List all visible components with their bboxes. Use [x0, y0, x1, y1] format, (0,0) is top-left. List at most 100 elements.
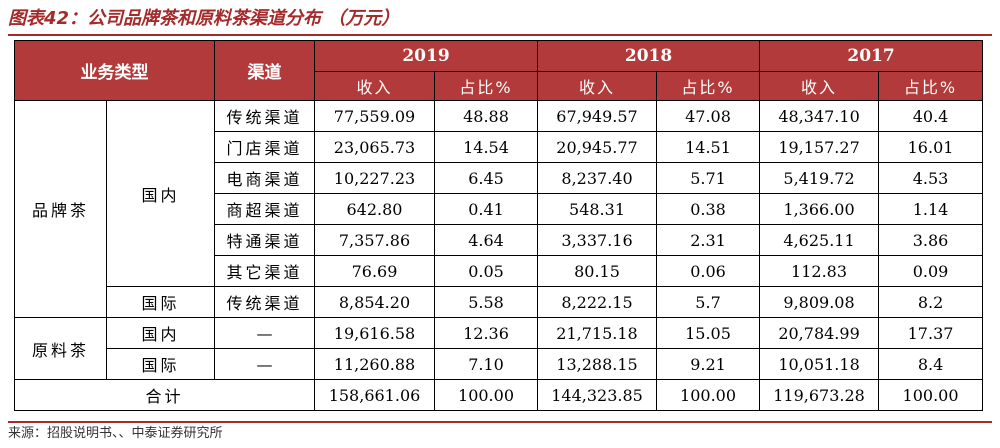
cell-channel: —: [214, 348, 315, 380]
cell-share-2017: 1.14: [878, 193, 984, 225]
cell-share-2017: 8.2: [878, 286, 984, 318]
table-row: 商超渠道 642.80 0.41 548.31 0.38 1,366.00 1.…: [15, 193, 984, 225]
cell-revenue-2019: 7,357.86: [314, 224, 435, 256]
header-share-2017: 占比%: [878, 71, 984, 101]
cell-revenue-2017: 119,673.28: [759, 379, 880, 411]
cell-revenue-2018: 13,288.15: [537, 348, 658, 380]
cell-revenue-2018: 21,715.18: [537, 317, 658, 349]
cell-channel: 商超渠道: [214, 193, 315, 225]
cell-share-2018: 0.38: [656, 193, 761, 225]
header-channel: 渠道: [214, 40, 315, 101]
cell-share-2017: 40.4: [878, 100, 984, 132]
cell-channel: 传统渠道: [214, 100, 315, 132]
cell-channel: 门店渠道: [214, 131, 315, 163]
cell-revenue-2017: 20,784.99: [759, 317, 880, 349]
footer-divider: [8, 421, 992, 423]
cell-share-2019: 6.45: [433, 162, 539, 194]
cell-revenue-2019: 23,065.73: [314, 131, 435, 163]
total-label: 合计: [14, 379, 315, 411]
cell-channel: 其它渠道: [214, 255, 315, 287]
cell-channel: 电商渠道: [214, 162, 315, 194]
header-revenue-2017: 收入: [759, 71, 880, 101]
cell-revenue-2017: 19,157.27: [759, 131, 880, 163]
cell-revenue-2017: 48,347.10: [759, 100, 880, 132]
table-row: 电商渠道 10,227.23 6.45 8,237.40 5.71 5,419.…: [15, 162, 984, 194]
subgroup-international: 国际: [106, 348, 215, 380]
cell-revenue-2019: 19,616.58: [314, 317, 435, 349]
subgroup-domestic: 国内: [106, 100, 215, 287]
cell-share-2018: 2.31: [656, 224, 761, 256]
title-divider: [8, 34, 992, 36]
cell-share-2019: 12.36: [433, 317, 539, 349]
cell-share-2019: 48.88: [433, 100, 539, 132]
cell-share-2019: 5.58: [433, 286, 539, 318]
table-row: 门店渠道 23,065.73 14.54 20,945.77 14.51 19,…: [15, 131, 984, 163]
channel-revenue-table: 业务类型 渠道 2019 2018 2017 收入 占比% 收入 占比% 收入 …: [14, 40, 984, 411]
cell-share-2017: 8.4: [878, 348, 984, 380]
total-row: 合计 158,661.06 100.00 144,323.85 100.00 1…: [14, 379, 984, 411]
cell-share-2018: 9.21: [656, 348, 761, 380]
header-row-years: 业务类型 渠道 2019 2018 2017: [14, 40, 984, 101]
cell-revenue-2018: 80.15: [537, 255, 658, 287]
table-row: 品牌茶 国内 传统渠道 77,559.09 48.88 67,949.57 47…: [14, 100, 984, 318]
cell-revenue-2019: 158,661.06: [314, 379, 435, 411]
cell-share-2017: 17.37: [878, 317, 984, 349]
source-note: 来源：招股说明书、、中泰证券研究所: [8, 426, 223, 441]
cell-share-2019: 100.00: [433, 379, 539, 411]
header-business-type: 业务类型: [14, 40, 215, 101]
cell-share-2018: 0.06: [656, 255, 761, 287]
cell-share-2017: 4.53: [878, 162, 984, 194]
header-year-2018: 2018: [537, 40, 761, 72]
cell-share-2018: 15.05: [656, 317, 761, 349]
subgroup-international: 国际: [106, 286, 215, 318]
cell-share-2018: 47.08: [656, 100, 761, 132]
cell-revenue-2018: 8,237.40: [537, 162, 658, 194]
group-brand-tea: 品牌茶: [14, 100, 107, 318]
cell-revenue-2018: 548.31: [537, 193, 658, 225]
cell-revenue-2017: 5,419.72: [759, 162, 880, 194]
cell-share-2018: 100.00: [656, 379, 761, 411]
cell-share-2019: 4.64: [433, 224, 539, 256]
table-row: 原料茶 国内 — 19,616.58 12.36 21,715.18 15.05…: [14, 317, 984, 380]
table-row: 国际 — 11,260.88 7.10 13,288.15 9.21 10,05…: [15, 348, 984, 380]
cell-channel: 特通渠道: [214, 224, 315, 256]
cell-revenue-2018: 144,323.85: [537, 379, 658, 411]
header-revenue-2019: 收入: [314, 71, 435, 101]
cell-revenue-2018: 8,222.15: [537, 286, 658, 318]
cell-channel: 传统渠道: [214, 286, 315, 318]
cell-share-2017: 16.01: [878, 131, 984, 163]
cell-revenue-2019: 77,559.09: [314, 100, 435, 132]
table-row: 其它渠道 76.69 0.05 80.15 0.06 112.83 0.09: [15, 255, 984, 287]
cell-share-2017: 100.00: [878, 379, 984, 411]
header-year-2019: 2019: [313, 40, 539, 72]
cell-share-2019: 0.41: [433, 193, 539, 225]
header-share-2019: 占比%: [433, 71, 539, 101]
cell-share-2018: 5.7: [656, 286, 761, 318]
cell-revenue-2017: 1,366.00: [759, 193, 880, 225]
header-row-metrics: 收入 占比% 收入 占比% 收入 占比%: [15, 71, 984, 101]
cell-share-2018: 5.71: [656, 162, 761, 194]
cell-revenue-2019: 10,227.23: [314, 162, 435, 194]
cell-channel: —: [214, 317, 315, 349]
cell-revenue-2019: 8,854.20: [314, 286, 435, 318]
cell-revenue-2019: 642.80: [314, 193, 435, 225]
header-revenue-2018: 收入: [537, 71, 658, 101]
cell-share-2019: 0.05: [433, 255, 539, 287]
cell-revenue-2017: 10,051.18: [759, 348, 880, 380]
cell-share-2017: 3.86: [878, 224, 984, 256]
cell-share-2019: 14.54: [433, 131, 539, 163]
cell-share-2019: 7.10: [433, 348, 539, 380]
subgroup-domestic: 国内: [106, 317, 215, 349]
cell-revenue-2018: 3,337.16: [537, 224, 658, 256]
table-row: 国际 传统渠道 8,854.20 5.58 8,222.15 5.7 9,809…: [15, 286, 984, 318]
cell-share-2018: 14.51: [656, 131, 761, 163]
cell-revenue-2017: 112.83: [759, 255, 880, 287]
cell-revenue-2017: 9,809.08: [759, 286, 880, 318]
cell-revenue-2019: 76.69: [314, 255, 435, 287]
cell-share-2017: 0.09: [878, 255, 984, 287]
cell-revenue-2017: 4,625.11: [759, 224, 880, 256]
group-raw-tea: 原料茶: [14, 317, 107, 380]
table-row: 特通渠道 7,357.86 4.64 3,337.16 2.31 4,625.1…: [15, 224, 984, 256]
header-year-2017: 2017: [759, 40, 984, 72]
cell-revenue-2018: 20,945.77: [537, 131, 658, 163]
